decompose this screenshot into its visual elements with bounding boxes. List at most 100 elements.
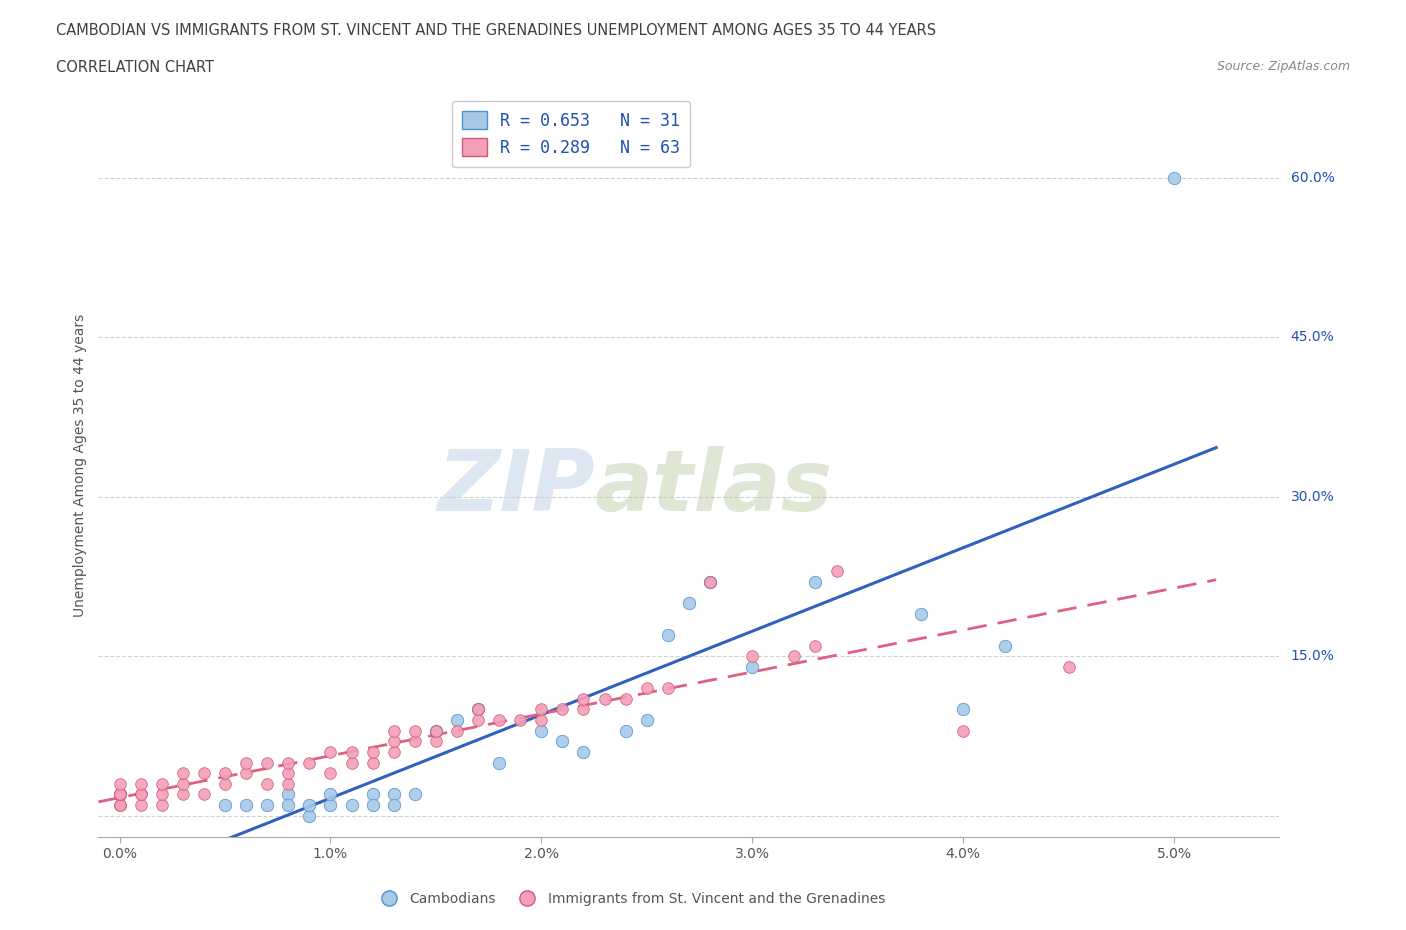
Point	[657, 681, 679, 696]
Point	[214, 798, 236, 813]
Point	[214, 765, 236, 780]
Point	[467, 702, 489, 717]
Point	[1057, 659, 1080, 674]
Text: 30.0%: 30.0%	[1291, 490, 1334, 504]
Point	[235, 765, 257, 780]
Point	[699, 575, 721, 590]
Point	[572, 691, 595, 706]
Point	[1163, 170, 1185, 185]
Point	[172, 765, 194, 780]
Text: 45.0%: 45.0%	[1291, 330, 1334, 344]
Point	[214, 777, 236, 791]
Point	[446, 712, 468, 727]
Point	[129, 787, 152, 802]
Point	[129, 798, 152, 813]
Point	[699, 575, 721, 590]
Point	[509, 712, 531, 727]
Point	[150, 798, 173, 813]
Point	[488, 755, 510, 770]
Point	[172, 787, 194, 802]
Legend: Cambodians, Immigrants from St. Vincent and the Grenadines: Cambodians, Immigrants from St. Vincent …	[370, 887, 890, 912]
Point	[551, 734, 574, 749]
Point	[825, 564, 848, 578]
Point	[910, 606, 932, 621]
Point	[340, 755, 363, 770]
Point	[382, 798, 405, 813]
Point	[382, 787, 405, 802]
Point	[614, 724, 637, 738]
Point	[108, 798, 131, 813]
Text: atlas: atlas	[595, 445, 832, 529]
Text: CAMBODIAN VS IMMIGRANTS FROM ST. VINCENT AND THE GRENADINES UNEMPLOYMENT AMONG A: CAMBODIAN VS IMMIGRANTS FROM ST. VINCENT…	[56, 23, 936, 38]
Point	[129, 777, 152, 791]
Point	[298, 755, 321, 770]
Point	[551, 702, 574, 717]
Point	[952, 724, 974, 738]
Point	[256, 755, 278, 770]
Point	[530, 724, 553, 738]
Point	[319, 765, 342, 780]
Point	[361, 745, 384, 760]
Point	[994, 638, 1017, 653]
Point	[319, 787, 342, 802]
Point	[256, 798, 278, 813]
Point	[614, 691, 637, 706]
Point	[382, 724, 405, 738]
Point	[952, 702, 974, 717]
Point	[193, 787, 215, 802]
Point	[298, 808, 321, 823]
Point	[361, 798, 384, 813]
Point	[804, 575, 827, 590]
Point	[404, 787, 426, 802]
Text: Source: ZipAtlas.com: Source: ZipAtlas.com	[1216, 60, 1350, 73]
Point	[741, 649, 763, 664]
Point	[636, 681, 658, 696]
Point	[172, 777, 194, 791]
Point	[108, 777, 131, 791]
Point	[636, 712, 658, 727]
Point	[108, 787, 131, 802]
Point	[572, 702, 595, 717]
Point	[741, 659, 763, 674]
Point	[467, 702, 489, 717]
Point	[277, 755, 299, 770]
Point	[593, 691, 616, 706]
Point	[804, 638, 827, 653]
Point	[467, 712, 489, 727]
Point	[108, 798, 131, 813]
Point	[657, 628, 679, 643]
Point	[404, 734, 426, 749]
Y-axis label: Unemployment Among Ages 35 to 44 years: Unemployment Among Ages 35 to 44 years	[73, 313, 87, 617]
Point	[150, 787, 173, 802]
Point	[193, 765, 215, 780]
Point	[678, 596, 700, 611]
Point	[319, 798, 342, 813]
Point	[340, 798, 363, 813]
Point	[108, 787, 131, 802]
Point	[277, 787, 299, 802]
Point	[277, 765, 299, 780]
Point	[783, 649, 806, 664]
Point	[572, 745, 595, 760]
Text: ZIP: ZIP	[437, 445, 595, 529]
Point	[235, 755, 257, 770]
Point	[530, 702, 553, 717]
Point	[235, 798, 257, 813]
Point	[277, 777, 299, 791]
Point	[319, 745, 342, 760]
Point	[129, 787, 152, 802]
Point	[361, 787, 384, 802]
Point	[277, 798, 299, 813]
Text: 15.0%: 15.0%	[1291, 649, 1334, 663]
Point	[425, 724, 447, 738]
Point	[361, 755, 384, 770]
Point	[150, 777, 173, 791]
Point	[108, 787, 131, 802]
Point	[382, 734, 405, 749]
Point	[530, 712, 553, 727]
Point	[340, 745, 363, 760]
Point	[382, 745, 405, 760]
Point	[425, 734, 447, 749]
Point	[298, 798, 321, 813]
Text: 60.0%: 60.0%	[1291, 171, 1334, 185]
